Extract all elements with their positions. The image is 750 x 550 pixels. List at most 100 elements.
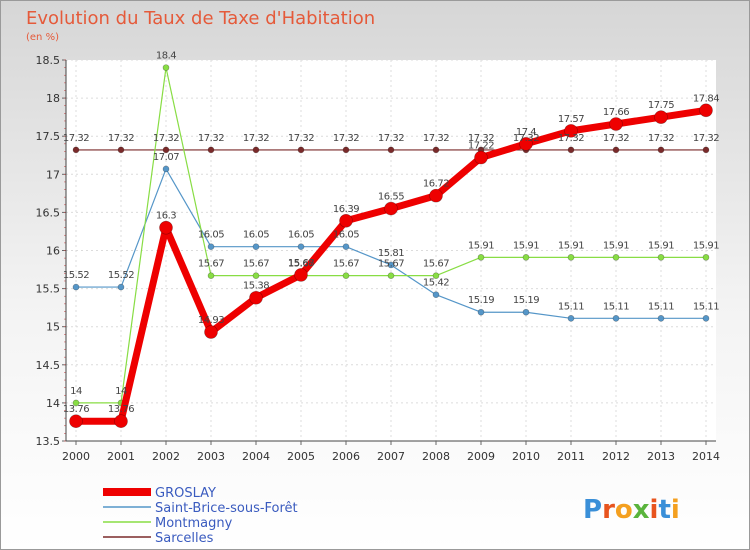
data-label: 15.67 <box>423 259 449 270</box>
data-label: 15.81 <box>378 248 404 259</box>
data-label: 17.32 <box>108 133 134 144</box>
data-point <box>432 146 440 154</box>
y-tick-label: 16.5 <box>36 206 61 219</box>
data-label: 14.93 <box>198 315 224 326</box>
data-point <box>339 213 353 228</box>
data-point <box>657 254 665 261</box>
data-point <box>522 254 530 261</box>
data-point <box>654 110 668 124</box>
x-tick-label: 2012 <box>602 450 630 463</box>
data-label: 15.67 <box>243 259 269 270</box>
y-tick-label: 14 <box>46 397 60 410</box>
data-point <box>702 315 710 322</box>
data-point <box>252 146 260 154</box>
data-point <box>564 124 578 138</box>
y-tick-label: 15.5 <box>36 283 61 296</box>
legend-label: Montmagny <box>155 516 233 531</box>
data-label: 16.05 <box>333 230 359 241</box>
data-label: 17.32 <box>153 133 179 144</box>
data-label: 15.91 <box>513 240 539 251</box>
x-tick-label: 2009 <box>467 450 495 463</box>
data-label: 15.91 <box>603 240 629 251</box>
data-label: 17.32 <box>243 133 269 144</box>
data-point <box>69 414 83 428</box>
data-label: 16.05 <box>243 230 269 241</box>
data-point <box>567 146 575 154</box>
data-point <box>249 290 263 305</box>
data-label: 15.91 <box>468 240 494 251</box>
data-point <box>252 243 260 250</box>
data-point <box>342 146 350 154</box>
data-label: 16.3 <box>156 211 176 222</box>
data-label: 17.32 <box>198 133 224 144</box>
logo-text: Proxiti <box>583 495 680 525</box>
data-label: 15.91 <box>648 240 674 251</box>
data-point <box>609 117 623 131</box>
data-point <box>519 137 533 151</box>
data-label: 17.66 <box>603 107 629 118</box>
data-point <box>387 272 395 279</box>
y-tick-label: 14.5 <box>36 359 61 372</box>
data-label: 15.11 <box>648 301 674 312</box>
data-point <box>252 272 260 279</box>
y-tick-label: 16 <box>46 245 60 258</box>
data-label: 15.52 <box>108 270 134 281</box>
legend-label: Sarcelles <box>155 531 214 546</box>
legend-label: Saint-Brice-sous-Forêt <box>155 501 298 516</box>
data-point <box>477 308 485 316</box>
data-point <box>612 254 620 261</box>
data-point <box>567 254 575 261</box>
data-point <box>474 150 488 165</box>
x-tick-label: 2013 <box>647 450 675 463</box>
y-tick-label: 15 <box>46 321 60 334</box>
data-point <box>72 283 80 291</box>
data-point <box>432 272 440 279</box>
data-label: 17.4 <box>516 127 536 138</box>
data-label: 15.52 <box>63 270 89 281</box>
axes: 13.5 14 14.5 15 15.5 16 16.5 17 17.5 18 18.5 2000 20… <box>36 54 721 463</box>
data-point <box>342 243 350 250</box>
data-point <box>162 64 170 71</box>
x-tick-label: 2014 <box>692 450 720 463</box>
data-point <box>702 146 710 154</box>
data-label: 17.32 <box>693 133 719 144</box>
data-label: 15.11 <box>693 301 719 312</box>
data-label: 15.42 <box>423 278 449 289</box>
data-point <box>477 254 485 261</box>
data-label: 15.11 <box>603 301 629 312</box>
data-label: 14 <box>115 386 127 397</box>
chart-title: Evolution du Taux de Taxe d'Habitation <box>26 8 375 29</box>
data-point <box>429 188 443 203</box>
series <box>69 64 713 428</box>
data-label: 17.32 <box>603 133 629 144</box>
data-label: 17.32 <box>468 133 494 144</box>
data-point <box>207 243 215 250</box>
data-label: 17.84 <box>693 93 719 104</box>
data-label: 18.4 <box>156 51 176 62</box>
data-label: 17.57 <box>558 114 584 125</box>
data-label: 15.38 <box>243 281 269 292</box>
x-tick-label: 2003 <box>197 450 225 463</box>
data-point <box>387 146 395 154</box>
data-point <box>432 291 440 298</box>
data-label: 17.32 <box>63 133 89 144</box>
data-label: 15.67 <box>378 259 404 270</box>
data-label: 17.75 <box>648 100 674 111</box>
y-tick-label: 13.5 <box>36 435 61 448</box>
data-label: 15.67 <box>288 259 314 270</box>
data-point <box>699 103 713 118</box>
data-label: 17.32 <box>513 133 539 144</box>
x-tick-label: 2007 <box>377 450 405 463</box>
data-point <box>204 325 218 339</box>
data-label: 17.07 <box>153 152 179 163</box>
data-label: 14 <box>70 386 82 397</box>
data-point <box>387 261 395 269</box>
data-label: 15.67 <box>198 259 224 270</box>
data-point <box>114 414 128 428</box>
data-point <box>612 146 620 154</box>
proxiti-logo: Proxiti <box>583 495 680 525</box>
x-tick-label: 2011 <box>557 450 585 463</box>
x-tick-label: 2002 <box>152 450 180 463</box>
data-label: 17.32 <box>288 133 314 144</box>
